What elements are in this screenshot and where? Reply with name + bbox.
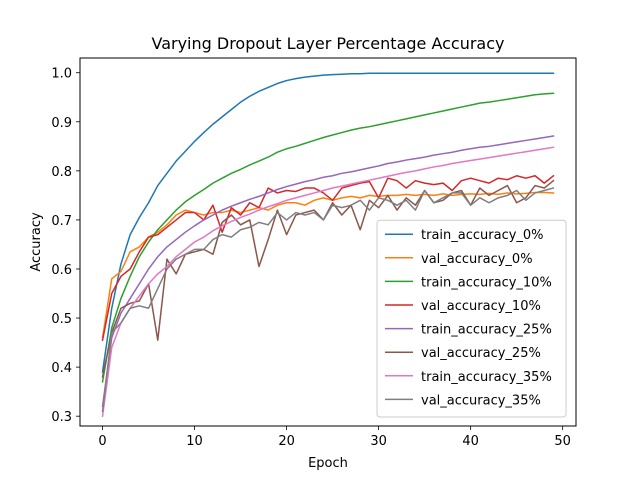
x-tick-label: 50 <box>554 434 571 449</box>
x-tick-label: 30 <box>370 434 387 449</box>
legend-label-val-accuracy-25pct: val_accuracy_25% <box>421 346 541 361</box>
x-tick-label: 0 <box>98 434 106 449</box>
x-tick-label: 20 <box>278 434 295 449</box>
y-tick-label: 1.0 <box>51 67 72 82</box>
series-lines <box>101 72 555 418</box>
y-tick-label: 0.6 <box>51 263 72 278</box>
legend-box <box>376 219 567 418</box>
legend-label-train-accuracy-35pct: train_accuracy_35% <box>421 370 552 385</box>
series-line-train-accuracy-35pct <box>101 146 555 418</box>
x-axis: 0 10 20 30 40 50 <box>98 426 571 449</box>
y-tick-label: 0.3 <box>51 410 72 425</box>
series-line-val-accuracy-35pct <box>101 187 555 413</box>
legend-label-val-accuracy-0pct: val_accuracy_0% <box>421 252 533 267</box>
series-line-val-accuracy-10pct <box>101 174 555 342</box>
y-tick-label: 0.8 <box>51 165 72 180</box>
series-line-train-accuracy-0pct <box>101 72 555 373</box>
y-axis-label: Accuracy <box>29 212 44 272</box>
y-tick-label: 0.9 <box>51 116 72 131</box>
chart-title: Varying Dropout Layer Percentage Accurac… <box>152 34 505 53</box>
x-tick-label: 10 <box>186 434 203 449</box>
y-axis: 0.3 0.4 0.5 0.6 0.7 0.8 0.9 1.0 <box>51 67 80 425</box>
y-tick-label: 0.4 <box>51 361 72 376</box>
x-axis-label: Epoch <box>308 456 348 471</box>
legend-label-train-accuracy-10pct: train_accuracy_10% <box>421 275 552 290</box>
plot-area-frame <box>79 57 577 427</box>
legend-label-train-accuracy-0pct: train_accuracy_0% <box>421 228 544 243</box>
series-line-train-accuracy-25pct <box>101 135 555 408</box>
y-tick-label: 0.7 <box>51 214 72 229</box>
legend-label-val-accuracy-10pct: val_accuracy_10% <box>421 299 541 314</box>
series-line-train-accuracy-10pct <box>101 92 555 383</box>
series-line-val-accuracy-0pct <box>101 191 555 339</box>
legend-label-train-accuracy-25pct: train_accuracy_25% <box>421 323 552 338</box>
legend: train_accuracy_0% val_accuracy_0% train_ac… <box>376 219 567 418</box>
x-tick-label: 40 <box>462 434 479 449</box>
y-tick-label: 0.5 <box>51 312 72 327</box>
legend-label-val-accuracy-35pct: val_accuracy_35% <box>421 393 541 408</box>
